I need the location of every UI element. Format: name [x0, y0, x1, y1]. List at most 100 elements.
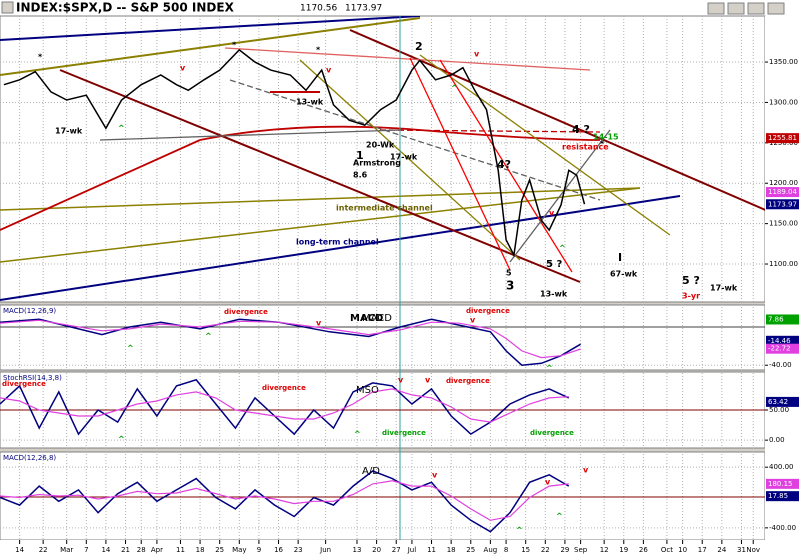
annotation: 13-wk	[540, 290, 568, 299]
x-tick-label: 25	[215, 546, 224, 554]
x-tick-label: 19	[619, 546, 628, 554]
x-tick-label: May	[232, 546, 246, 554]
x-tick-label: 16	[274, 546, 283, 554]
annotation: 2	[415, 40, 423, 53]
annotation: ^	[127, 344, 134, 353]
y-tick-label: 400.00	[769, 463, 794, 471]
y-tick-label: 1350.00	[769, 58, 798, 66]
annotation: 3	[506, 279, 514, 293]
maximize-button[interactable]	[727, 2, 745, 15]
header-bar	[0, 0, 800, 16]
annotation: v	[549, 209, 555, 218]
panel-title: MACD	[362, 313, 392, 324]
value-badge-label: -22.72	[768, 345, 791, 353]
series-line	[0, 470, 570, 533]
y-tick-label: 1100.00	[769, 260, 798, 268]
x-tick-label: 24	[717, 546, 726, 554]
x-tick-label: 7	[84, 546, 88, 554]
x-tick-label: 17	[698, 546, 707, 554]
right-axis	[765, 16, 800, 540]
x-tick-label: 31	[737, 546, 746, 554]
annotation: Armstrong	[353, 159, 401, 168]
value-badge	[766, 133, 799, 144]
restore-button[interactable]	[747, 2, 765, 15]
value-badge-label: 1189.04	[768, 188, 797, 196]
x-tick-label: 20	[372, 546, 381, 554]
value-badge-label: 63.42	[768, 398, 788, 406]
trend-lines	[0, 16, 765, 301]
annotation: 3-yr	[682, 292, 700, 301]
y-tick-label: 0.00	[769, 436, 785, 444]
series-line	[0, 319, 581, 359]
annotation: 17-wk	[390, 153, 418, 162]
x-tick-label: Nov	[746, 546, 760, 554]
annotation: 5	[506, 269, 512, 278]
value-badge-label: -14.46	[768, 337, 791, 345]
panel-plot	[0, 470, 570, 533]
x-tick-label: 14	[101, 546, 110, 554]
value-badge-label: 1173.97	[768, 200, 797, 208]
annotation: long-term channel	[296, 238, 379, 247]
series-line	[0, 378, 570, 436]
annotation: 17-wk	[710, 284, 738, 293]
x-tick-label: Sep	[574, 546, 588, 554]
value-badge	[766, 335, 799, 346]
annotation: ^	[516, 526, 523, 535]
panel-title: A/D	[362, 466, 380, 477]
menu-icon[interactable]	[1, 1, 14, 14]
x-tick-label: 15	[521, 546, 530, 554]
minimize-button[interactable]	[707, 2, 725, 15]
annotation: divergence	[2, 380, 46, 388]
annotation: MACD	[350, 313, 383, 324]
annotation: 5 ?	[546, 259, 562, 270]
annotation: 17-wk	[55, 127, 83, 136]
plots	[0, 48, 586, 533]
x-tick-label: 26	[639, 546, 648, 554]
annotation: 4?	[497, 158, 511, 171]
annotation: v	[583, 466, 589, 475]
value-badge-label: 1255.81	[768, 134, 797, 142]
x-tick-label: 14	[15, 546, 24, 554]
annotation: I	[618, 251, 622, 264]
value-badge-label: 180.15	[768, 480, 793, 488]
panel-title: MSO	[356, 385, 379, 396]
x-tick-label: 22	[541, 546, 550, 554]
grid	[0, 16, 765, 544]
header-title: INDEX:$SPX,D -- S&P 500 INDEX	[16, 1, 235, 15]
x-tick-label: 21	[121, 546, 130, 554]
date-axis	[0, 540, 800, 558]
annotation: v	[180, 64, 186, 73]
annotation: v	[470, 316, 476, 325]
header-value: 1173.97	[345, 4, 382, 14]
annotation: ^	[118, 124, 125, 133]
value-badge-label: 17.85	[768, 492, 788, 500]
annotation: divergence	[530, 429, 574, 437]
annotation: *	[600, 140, 605, 149]
annotation: v	[326, 66, 332, 75]
x-tick-label: 9	[257, 546, 261, 554]
annotation: 8.6	[353, 171, 368, 180]
annotation: ^	[451, 84, 458, 93]
annotation: ^	[559, 244, 566, 253]
value-badge	[766, 314, 799, 325]
annotation: v	[545, 478, 551, 487]
annotation: *	[316, 46, 321, 55]
value-badge	[766, 199, 799, 210]
value-badge	[766, 187, 799, 198]
annotation: ^	[546, 364, 553, 373]
annotation: 14-15	[593, 133, 619, 142]
annotation: v	[398, 376, 404, 385]
annotation: 20-Wk	[366, 141, 395, 150]
annotation: ^	[354, 430, 361, 439]
annotation: *	[232, 41, 237, 50]
close-button[interactable]	[767, 2, 785, 15]
annotation: ^	[556, 512, 563, 521]
x-tick-label: Jul	[407, 546, 417, 554]
annotation: v	[316, 319, 322, 328]
y-tick-label: 1150.00	[769, 220, 798, 228]
series-line	[0, 318, 581, 366]
indicator-name: MACD(12,26,8)	[3, 454, 56, 462]
x-tick-label: 25	[466, 546, 475, 554]
